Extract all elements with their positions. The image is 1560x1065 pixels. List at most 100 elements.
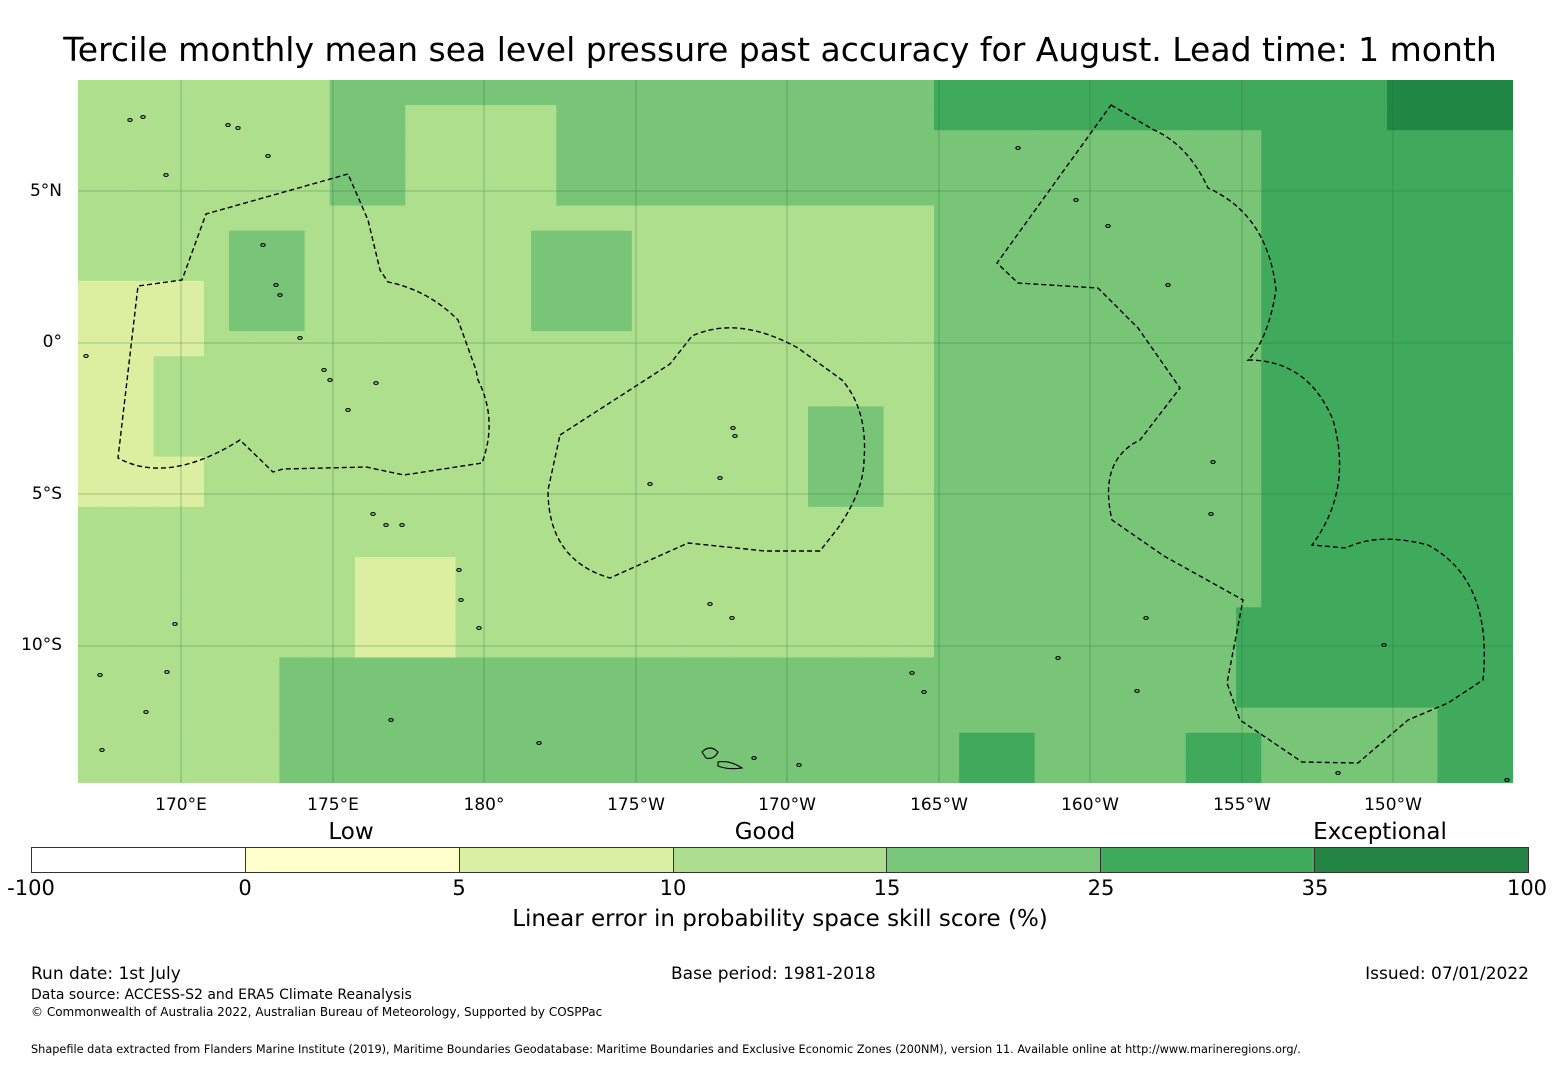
- skill-cell: [430, 481, 457, 508]
- skill-cell: [1261, 230, 1288, 257]
- lon-label-170e: 170°E: [155, 795, 207, 815]
- skill-cell: [1437, 105, 1464, 131]
- skill-cell: [606, 155, 633, 182]
- skill-cell: [984, 130, 1011, 156]
- skill-cell: [883, 557, 910, 583]
- skill-cell: [1311, 557, 1338, 583]
- skill-cell: [782, 180, 809, 207]
- skill-cell: [657, 205, 683, 232]
- skill-cell: [1236, 280, 1262, 307]
- skill-cell: [354, 130, 381, 156]
- skill-cell: [1311, 607, 1338, 633]
- skill-cell: [430, 456, 457, 483]
- skill-cell: [380, 155, 406, 182]
- skill-cell: [808, 80, 834, 106]
- skill-cell: [556, 557, 583, 583]
- skill-cell: [1009, 657, 1036, 684]
- skill-cell: [657, 130, 683, 156]
- skill-cell: [1437, 230, 1464, 257]
- skill-cell: [1160, 331, 1187, 357]
- skill-cell: [1387, 305, 1413, 332]
- skill-cell: [933, 682, 960, 709]
- skill-cell: [1437, 356, 1464, 382]
- skill-cell: [908, 331, 935, 357]
- skill-cell: [1135, 707, 1162, 734]
- skill-cell: [1034, 280, 1061, 307]
- skill-cell: [1085, 230, 1111, 257]
- skill-cell: [808, 381, 834, 407]
- skill-cell: [254, 682, 281, 709]
- skill-cell: [933, 557, 960, 583]
- skill-cell: [405, 280, 432, 307]
- skill-cell: [1009, 632, 1036, 659]
- skill-cell: [757, 230, 784, 257]
- skill-cell: [1236, 80, 1262, 106]
- skill-cell: [505, 632, 532, 659]
- skill-cell: [1286, 682, 1313, 709]
- skill-cell: [1412, 280, 1439, 307]
- skill-cell: [1059, 155, 1086, 182]
- skill-cell: [254, 757, 281, 783]
- skill-cell: [329, 632, 356, 659]
- skill-cell: [606, 105, 633, 131]
- skill-cell: [1286, 205, 1313, 232]
- skill-cell: [1210, 356, 1237, 382]
- skill-cell: [707, 105, 734, 131]
- skill-cell: [380, 205, 406, 232]
- skill-cell: [1110, 557, 1136, 583]
- skill-cell: [480, 607, 507, 633]
- skill-cell: [1185, 757, 1212, 783]
- skill-cell: [883, 707, 910, 734]
- skill-cell: [380, 381, 406, 407]
- skill-cell: [354, 506, 381, 533]
- skill-cell: [782, 305, 809, 332]
- skill-cell: [657, 506, 683, 533]
- skill-cell: [1236, 431, 1262, 458]
- skill-cell: [707, 381, 734, 407]
- skill-cell: [1135, 130, 1162, 156]
- skill-cell: [883, 130, 910, 156]
- skill-cell: [1286, 481, 1313, 508]
- skill-cell: [354, 356, 381, 382]
- skill-cell: [254, 105, 281, 131]
- skill-cell: [1160, 481, 1187, 508]
- skill-cell: [103, 757, 129, 783]
- skill-cell: [354, 80, 381, 106]
- skill-cell: [229, 682, 255, 709]
- skill-cell: [1009, 105, 1036, 131]
- skill-cell: [581, 682, 608, 709]
- skill-cell: [1336, 180, 1363, 207]
- skill-cell: [153, 431, 180, 458]
- skill-cell: [581, 255, 608, 282]
- skill-cell: [1336, 80, 1363, 106]
- skill-cell: [505, 356, 532, 382]
- skill-cell: [1110, 331, 1136, 357]
- skill-cell: [1236, 155, 1262, 182]
- skill-cell: [1261, 682, 1288, 709]
- skill-cell: [1135, 205, 1162, 232]
- skill-cell: [329, 130, 356, 156]
- skill-cell: [1412, 155, 1439, 182]
- skill-cell: [128, 657, 155, 684]
- skill-cell: [1387, 632, 1413, 659]
- skill-cell: [757, 657, 784, 684]
- skill-cell: [1437, 582, 1464, 608]
- skill-cell: [430, 732, 457, 759]
- skill-cell: [631, 632, 658, 659]
- skill-cell: [1185, 381, 1212, 407]
- skill-cell: [908, 757, 935, 783]
- skill-cell: [959, 305, 985, 332]
- skill-cell: [1160, 431, 1187, 458]
- skill-cell: [782, 105, 809, 131]
- skill-cell: [329, 481, 356, 508]
- skill-cell: [581, 506, 608, 533]
- skill-cell: [203, 205, 230, 232]
- skill-cell: [254, 255, 281, 282]
- skill-cell: [1412, 180, 1439, 207]
- skill-cell: [329, 732, 356, 759]
- map-gridlines: [78, 80, 1513, 783]
- skill-cell: [1236, 331, 1262, 357]
- skill-cell: [908, 531, 935, 558]
- skill-cell: [1085, 531, 1111, 558]
- skill-cell: [1034, 607, 1061, 633]
